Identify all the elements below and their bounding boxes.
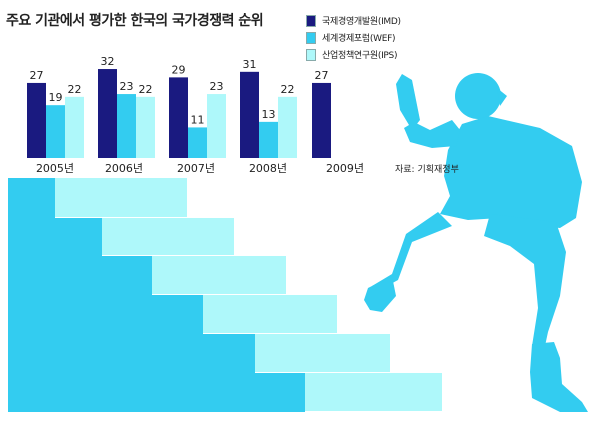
data-label: 11 xyxy=(191,113,205,126)
data-label: 29 xyxy=(172,63,186,76)
category-label: 2006년 xyxy=(105,162,143,175)
category-label: 2007년 xyxy=(177,162,215,175)
stair-step-light xyxy=(55,178,187,217)
legend-label-imd: 국제경영개발원(IMD) xyxy=(322,17,401,27)
legend-swatch-imd xyxy=(306,14,316,27)
bar-wef-3 xyxy=(259,121,278,158)
bar-ips-0 xyxy=(65,96,84,158)
legend-item-ips: 산업정책연구원(IPS) xyxy=(306,46,401,63)
data-label: 23 xyxy=(210,80,224,93)
bar-ips-2 xyxy=(207,94,226,158)
bar-imd-4 xyxy=(312,82,331,158)
bar-ips-1 xyxy=(136,96,155,158)
staircase-illustration xyxy=(8,178,442,412)
bar-imd-0 xyxy=(27,82,46,158)
data-label: 22 xyxy=(139,83,153,96)
bar-wef-1 xyxy=(117,94,136,158)
category-label: 2009년 xyxy=(326,162,364,175)
stair-step-light xyxy=(102,218,234,255)
bars-group: 27 32 29 31 27 19 23 11 13 22 22 23 22 2005년 2006년 2007… xyxy=(27,55,364,175)
data-label: 23 xyxy=(120,80,134,93)
legend-label-wef: 세계경제포럼(WEF) xyxy=(322,34,396,44)
legend-item-imd: 국제경영개발원(IMD) xyxy=(306,12,401,29)
legend: 국제경영개발원(IMD) 세계경제포럼(WEF) 산업정책연구원(IPS) xyxy=(306,12,401,63)
runner-silhouette-icon xyxy=(364,73,588,412)
data-label: 27 xyxy=(30,69,44,82)
legend-swatch-ips xyxy=(306,48,316,61)
bar-ips-3 xyxy=(278,96,297,158)
bar-wef-0 xyxy=(46,105,65,158)
stair-step-light xyxy=(203,295,337,333)
staircase-shape xyxy=(8,178,305,412)
data-label: 22 xyxy=(68,83,82,96)
stair-step-light xyxy=(305,373,442,411)
legend-swatch-wef xyxy=(306,31,316,44)
category-label: 2005년 xyxy=(36,162,74,175)
data-label: 22 xyxy=(281,83,295,96)
data-label: 13 xyxy=(262,108,276,121)
data-label: 27 xyxy=(315,69,329,82)
source-note: 자료: 기획재정부 xyxy=(395,165,459,175)
data-label: 19 xyxy=(49,91,63,104)
stair-step-light xyxy=(255,334,390,372)
legend-label-ips: 산업정책연구원(IPS) xyxy=(322,51,398,61)
data-label: 31 xyxy=(243,58,257,71)
stair-step-light xyxy=(152,256,286,294)
bar-imd-1 xyxy=(98,69,117,158)
bar-imd-2 xyxy=(169,77,188,158)
bar-wef-2 xyxy=(188,127,207,158)
legend-item-wef: 세계경제포럼(WEF) xyxy=(306,29,401,46)
bar-imd-3 xyxy=(240,71,259,158)
data-label: 32 xyxy=(101,55,115,68)
chart-title: 주요 기관에서 평가한 한국의 국가경쟁력 순위 xyxy=(6,13,264,29)
category-label: 2008년 xyxy=(249,162,287,175)
